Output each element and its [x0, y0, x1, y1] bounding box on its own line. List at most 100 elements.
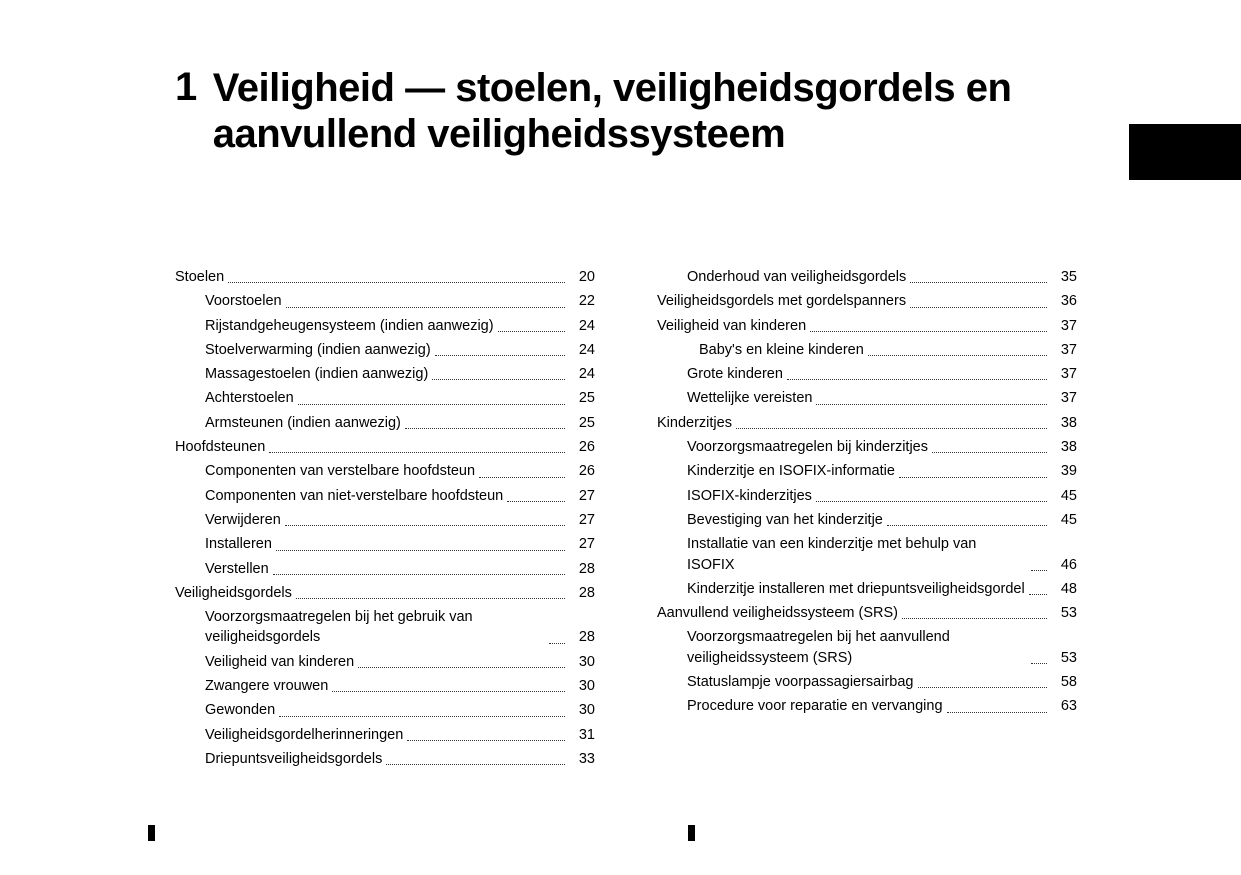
- toc-leader: [279, 716, 565, 717]
- toc-leader: [228, 282, 565, 283]
- toc-page-number: 58: [1051, 672, 1077, 692]
- toc-leader: [887, 525, 1047, 526]
- toc-page-number: 36: [1051, 291, 1077, 311]
- toc-leader: [902, 618, 1047, 619]
- toc-page-number: 37: [1051, 388, 1077, 408]
- toc-page-number: 28: [569, 559, 595, 579]
- toc-leader: [932, 452, 1047, 453]
- toc-leader: [386, 764, 565, 765]
- toc-leader: [1029, 594, 1047, 595]
- toc-leader: [298, 404, 565, 405]
- toc-leader: [407, 740, 565, 741]
- page-content: 1 Veiligheid — stoelen, veiligheidsgorde…: [0, 0, 1241, 773]
- toc-page-number: 35: [1051, 267, 1077, 287]
- toc-entry: Aanvullend veiligheidssysteem (SRS)53: [657, 603, 1077, 623]
- toc-page-number: 30: [569, 652, 595, 672]
- toc-page-number: 26: [569, 461, 595, 481]
- toc-label: Voorzorgsmaatregelen bij het aanvullend …: [687, 627, 1027, 668]
- toc-label: Voorzorgsmaatregelen bij het gebruik van…: [205, 607, 545, 648]
- toc-label: Veiligheid van kinderen: [205, 652, 354, 672]
- toc-entry: Veiligheid van kinderen37: [657, 316, 1077, 336]
- toc-label: ISOFIX-kinderzitjes: [687, 486, 812, 506]
- toc-entry: Stoelen20: [175, 267, 595, 287]
- toc-entry: Veiligheidsgordels met gordelspanners 36: [657, 291, 1077, 311]
- toc-leader: [498, 331, 565, 332]
- toc-page-number: 26: [569, 437, 595, 457]
- toc-label: Driepuntsveiligheidsgordels: [205, 749, 382, 769]
- toc-page-number: 39: [1051, 461, 1077, 481]
- toc-leader: [947, 712, 1047, 713]
- toc-entry: Driepuntsveiligheidsgordels 33: [175, 749, 595, 769]
- toc-page-number: 33: [569, 749, 595, 769]
- toc-entry: Installatie van een kinderzitje met behu…: [657, 534, 1077, 575]
- toc-leader: [899, 477, 1047, 478]
- toc-entry: Veiligheidsgordelherinneringen31: [175, 725, 595, 745]
- toc-label: Componenten van verstelbare hoofdsteun: [205, 461, 475, 481]
- toc-label: Kinderzitje en ISOFIX-informatie: [687, 461, 895, 481]
- toc-entry: Voorzorgsmaatregelen bij het gebruik van…: [175, 607, 595, 648]
- toc-entry: Wettelijke vereisten 37: [657, 388, 1077, 408]
- chapter-number: 1: [175, 65, 197, 109]
- toc-leader: [549, 643, 565, 644]
- toc-page-number: 25: [569, 388, 595, 408]
- toc-entry: Componenten van verstelbare hoofdsteun 26: [175, 461, 595, 481]
- toc-leader: [435, 355, 565, 356]
- footer-marks: [0, 825, 1241, 845]
- chapter-heading: 1 Veiligheid — stoelen, veiligheidsgorde…: [175, 65, 1130, 157]
- toc-leader: [332, 691, 565, 692]
- toc-page-number: 24: [569, 364, 595, 384]
- toc-page-number: 20: [569, 267, 595, 287]
- toc-label: Bevestiging van het kinderzitje: [687, 510, 883, 530]
- toc-leader: [868, 355, 1047, 356]
- toc-leader: [910, 282, 1047, 283]
- toc-page-number: 24: [569, 316, 595, 336]
- toc-entry: Componenten van niet-verstelbare hoofdst…: [175, 486, 595, 506]
- toc-entry: Voorzorgsmaatregelen bij kinderzitjes38: [657, 437, 1077, 457]
- toc-entry: Rijstandgeheugensysteem (indien aanwezig…: [175, 316, 595, 336]
- toc-page-number: 22: [569, 291, 595, 311]
- toc-label: Achterstoelen: [205, 388, 294, 408]
- toc-leader: [810, 331, 1047, 332]
- toc-label: Veiligheidsgordels met gordelspanners: [657, 291, 906, 311]
- toc-label: Voorzorgsmaatregelen bij kinderzitjes: [687, 437, 928, 457]
- toc-page-number: 25: [569, 413, 595, 433]
- toc-label: Kinderzitjes: [657, 413, 732, 433]
- toc-leader: [816, 404, 1047, 405]
- toc-label: Installatie van een kinderzitje met behu…: [687, 534, 1027, 575]
- toc-entry: Veiligheid van kinderen 30: [175, 652, 595, 672]
- toc-label: Veiligheidsgordelherinneringen: [205, 725, 403, 745]
- toc-entry: Stoelverwarming (indien aanwezig)24: [175, 340, 595, 360]
- toc-entry: Kinderzitje en ISOFIX-informatie 39: [657, 461, 1077, 481]
- toc-column-left: Stoelen20 Voorstoelen 22 Rijstandgeheugensy…: [175, 267, 595, 773]
- toc-label: Onderhoud van veiligheidsgordels: [687, 267, 906, 287]
- toc-leader: [918, 687, 1048, 688]
- toc-entry: Armsteunen (indien aanwezig)25: [175, 413, 595, 433]
- toc-page-number: 53: [1051, 603, 1077, 623]
- toc-entry: Onderhoud van veiligheidsgordels 35: [657, 267, 1077, 287]
- toc-label: Voorstoelen: [205, 291, 282, 311]
- toc-label: Installeren: [205, 534, 272, 554]
- toc-page-number: 37: [1051, 364, 1077, 384]
- toc-entry: Veiligheidsgordels28: [175, 583, 595, 603]
- toc-entry: Baby's en kleine kinderen37: [657, 340, 1077, 360]
- footer-mark-right: [688, 825, 695, 841]
- toc-label: Kinderzitje installeren met driepuntsvei…: [687, 579, 1025, 599]
- toc-entry: Statuslampje voorpassagiersairbag58: [657, 672, 1077, 692]
- side-tab-marker: [1129, 124, 1241, 180]
- toc-leader: [285, 525, 565, 526]
- toc-page-number: 37: [1051, 316, 1077, 336]
- toc-entry: Hoofdsteunen26: [175, 437, 595, 457]
- toc-leader: [787, 379, 1047, 380]
- toc-entry: Grote kinderen37: [657, 364, 1077, 384]
- toc-label: Veiligheidsgordels: [175, 583, 292, 603]
- toc-entry: Kinderzitjes38: [657, 413, 1077, 433]
- toc-label: Verstellen: [205, 559, 269, 579]
- footer-mark-left: [148, 825, 155, 841]
- toc-entry: Massagestoelen (indien aanwezig)24: [175, 364, 595, 384]
- toc-label: Wettelijke vereisten: [687, 388, 812, 408]
- toc-label: Baby's en kleine kinderen: [699, 340, 864, 360]
- toc-page-number: 27: [569, 534, 595, 554]
- toc-leader: [269, 452, 565, 453]
- toc-leader: [910, 307, 1047, 308]
- toc-label: Rijstandgeheugensysteem (indien aanwezig…: [205, 316, 494, 336]
